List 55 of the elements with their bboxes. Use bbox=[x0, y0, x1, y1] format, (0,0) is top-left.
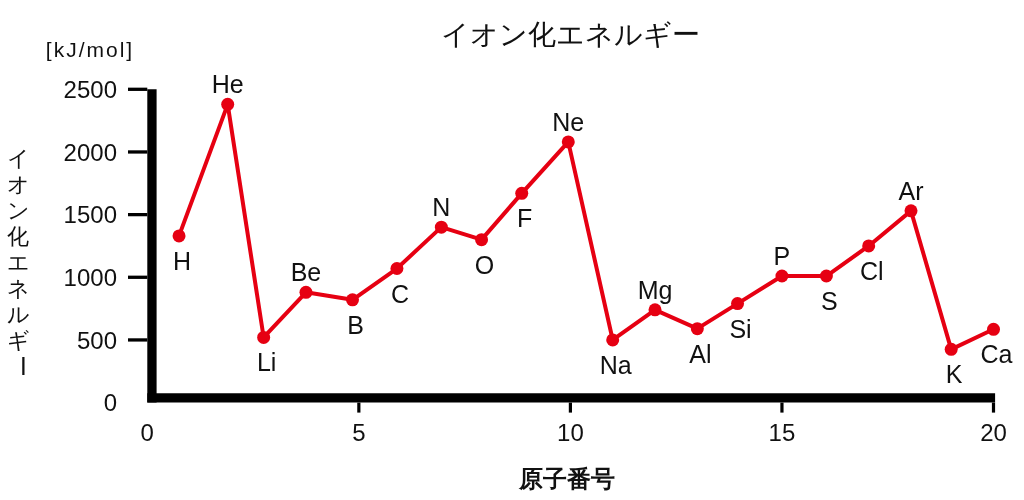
point bbox=[648, 303, 662, 317]
point bbox=[346, 293, 359, 307]
x-tick-label: 5 bbox=[352, 419, 366, 446]
x-tick-label: 10 bbox=[557, 419, 584, 446]
annotation: Si bbox=[729, 314, 752, 343]
point bbox=[606, 333, 620, 347]
y-tick-label: 500 bbox=[76, 326, 117, 354]
point bbox=[390, 262, 404, 276]
point bbox=[731, 297, 745, 311]
y-tick-label: 0 bbox=[103, 389, 117, 417]
annotation: Al bbox=[689, 339, 712, 368]
annotation: Ca bbox=[980, 340, 1013, 369]
point bbox=[299, 285, 313, 299]
annotation: B bbox=[347, 310, 364, 339]
annotation: P bbox=[773, 242, 791, 271]
annotation: Ne bbox=[552, 107, 585, 136]
point bbox=[475, 233, 489, 247]
y-tick-label: 1000 bbox=[63, 263, 117, 291]
chart-title: イオン化エネルギー bbox=[440, 19, 700, 50]
point bbox=[690, 322, 704, 336]
text: [kJ/mol] bbox=[45, 38, 135, 61]
x-tick-label: 20 bbox=[980, 419, 1007, 446]
y-axis-title: イオン化エネルギー bbox=[6, 145, 35, 377]
annotation: Li bbox=[256, 348, 277, 377]
annotation: O bbox=[474, 250, 495, 279]
annotation: He bbox=[211, 70, 244, 99]
annotation: C bbox=[390, 279, 409, 308]
point bbox=[172, 229, 186, 243]
point bbox=[221, 97, 235, 111]
annotation: Be bbox=[290, 258, 322, 287]
annotation: Mg bbox=[637, 275, 673, 304]
annotation: F bbox=[517, 204, 533, 233]
point bbox=[819, 269, 833, 283]
y-tick-label: 1500 bbox=[63, 201, 117, 229]
x-tick-label: 15 bbox=[768, 419, 796, 446]
x-tick-label: 0 bbox=[140, 419, 154, 446]
annotation: Na bbox=[599, 350, 632, 379]
point bbox=[434, 220, 448, 234]
point bbox=[862, 239, 876, 253]
annotation: K bbox=[945, 360, 963, 389]
x-axis-title: 原子番号 bbox=[518, 465, 615, 492]
annotation: S bbox=[821, 287, 838, 316]
point bbox=[775, 269, 789, 283]
annotation: N bbox=[432, 193, 451, 222]
annotation: Cl bbox=[859, 256, 884, 285]
point bbox=[515, 186, 529, 200]
point bbox=[257, 330, 271, 344]
point bbox=[904, 204, 918, 218]
point bbox=[561, 135, 575, 149]
annotation: H bbox=[173, 246, 192, 275]
annotation: Ar bbox=[898, 176, 924, 205]
point bbox=[944, 342, 958, 356]
y-tick-label: 2000 bbox=[63, 138, 117, 166]
y-tick-label: 2500 bbox=[63, 75, 117, 103]
point bbox=[987, 322, 1000, 336]
